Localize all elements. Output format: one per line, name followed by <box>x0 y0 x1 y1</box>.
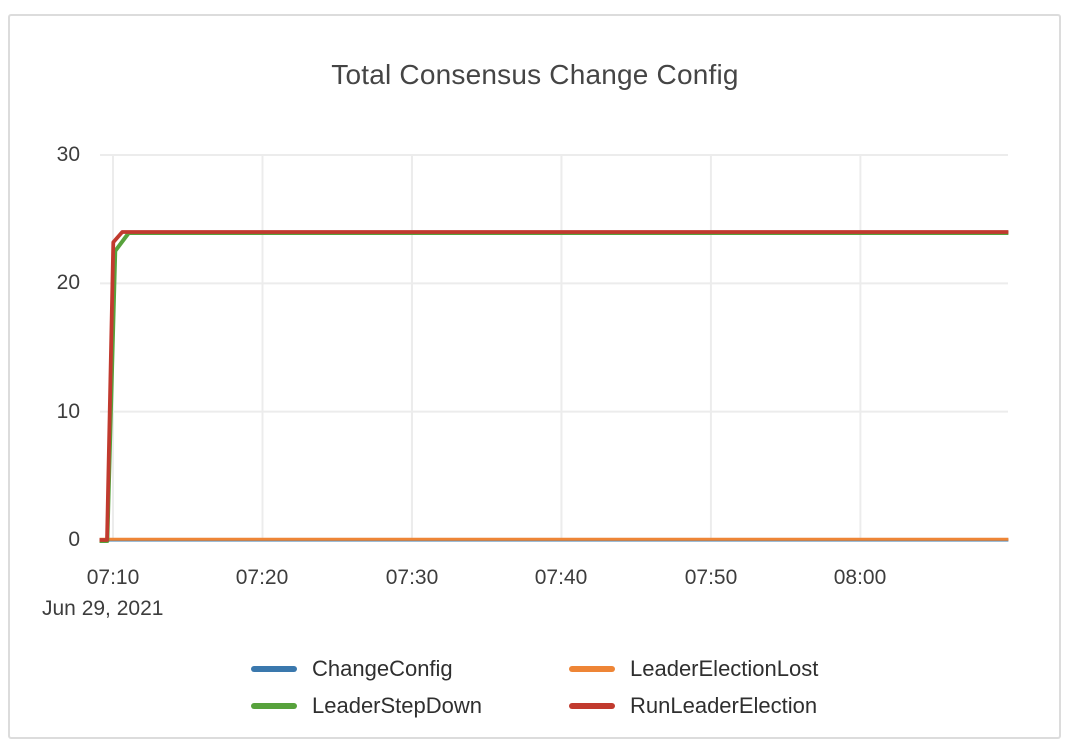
legend-swatch <box>251 702 297 709</box>
legend-item-changeconfig[interactable]: ChangeConfig <box>251 655 569 682</box>
chart-card <box>8 14 1061 739</box>
legend-label: RunLeaderElection <box>630 693 818 718</box>
x-axis-tick-label: 07:10 <box>86 566 140 589</box>
x-axis-tick-label: 07:40 <box>534 566 588 589</box>
legend-label: LeaderElectionLost <box>630 656 819 681</box>
legend-label: LeaderStepDown <box>312 693 483 718</box>
chart-legend: ChangeConfig LeaderElectionLost LeaderSt… <box>251 655 818 719</box>
legend-swatch <box>569 665 615 672</box>
y-axis-tick-label: 10 <box>56 400 80 423</box>
x-axis-tick-label: 07:20 <box>235 566 289 589</box>
x-axis-tick-label: 08:00 <box>833 566 887 589</box>
legend-label: ChangeConfig <box>312 656 453 681</box>
legend-item-leaderstepdown[interactable]: LeaderStepDown <box>251 692 569 719</box>
legend-item-runleaderelection[interactable]: RunLeaderElection <box>569 692 818 719</box>
chart-title: Total Consensus Change Config <box>331 59 739 90</box>
y-axis-tick-label: 20 <box>56 271 80 294</box>
x-axis-tick-label: 07:30 <box>385 566 439 589</box>
y-axis-tick-label: 30 <box>56 143 80 166</box>
y-axis-tick-label: 0 <box>68 528 80 551</box>
x-axis-date-label: Jun 29, 2021 <box>42 597 164 620</box>
legend-swatch <box>251 665 297 672</box>
x-axis-tick-label: 07:50 <box>684 566 738 589</box>
legend-swatch <box>569 702 615 709</box>
legend-item-leaderelectionlost[interactable]: LeaderElectionLost <box>569 655 818 682</box>
